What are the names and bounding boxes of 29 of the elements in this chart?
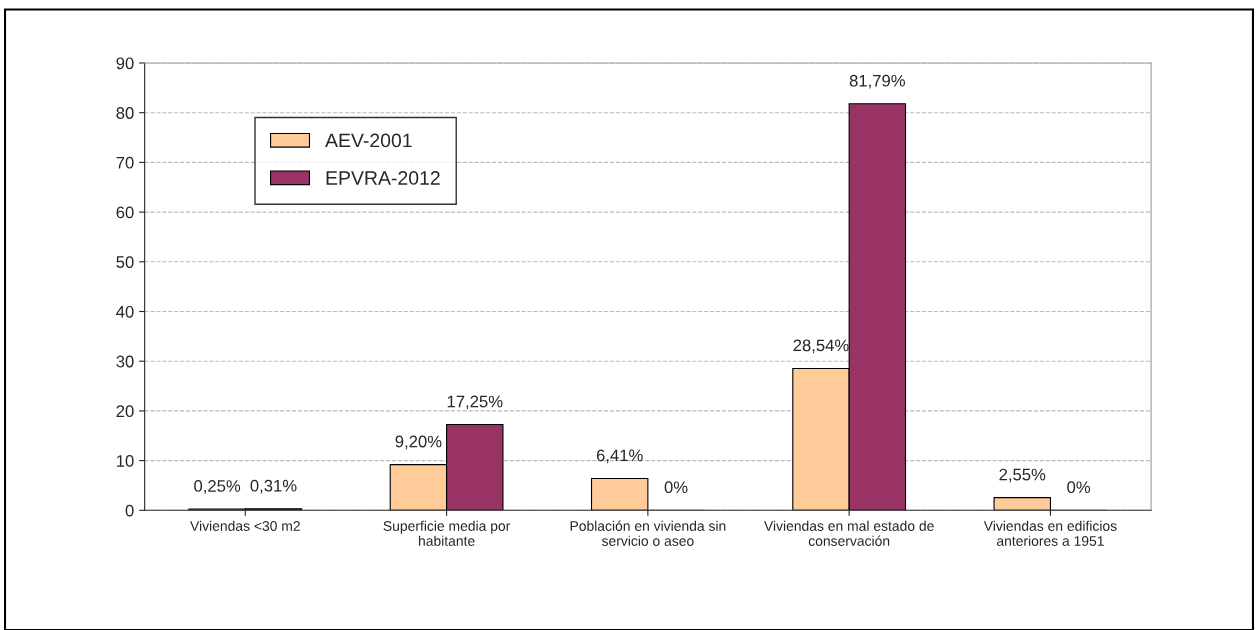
x-tick-label: Viviendas <30 m2: [190, 520, 300, 531]
data-label: 0%: [1067, 481, 1091, 494]
data-label: 6,41%: [596, 449, 643, 464]
data-label: 0,25%: [194, 480, 241, 494]
data-label: 17,25%: [447, 395, 503, 410]
data-label: 0,31%: [250, 479, 297, 494]
data-label: 9,20%: [395, 435, 442, 450]
legend-label: EPVRA-2012: [326, 171, 440, 185]
y-tick-label: 50: [116, 256, 134, 268]
data-label: 2,55%: [999, 468, 1046, 483]
data-label: 0%: [664, 481, 688, 494]
x-tick-label: Viviendas en edificios anteriores a 1951: [983, 520, 1117, 546]
legend-label: AEV-2001: [325, 133, 412, 148]
y-tick-label: 40: [116, 305, 134, 318]
y-tick-label: 90: [116, 57, 134, 70]
y-tick-label: 20: [116, 405, 134, 418]
bar: [993, 497, 1051, 511]
x-tick-label: Viviendas en mal estado de conservación: [764, 520, 934, 546]
y-tick-label: 70: [116, 156, 134, 169]
x-tick-label: Superficie media por habitante: [383, 520, 511, 546]
x-tick-label: Población en vivienda sin servicio o aseo: [570, 520, 726, 546]
y-tick-label: 0: [125, 504, 134, 517]
data-label: 81,79%: [849, 74, 905, 89]
data-label: 28,54%: [793, 339, 849, 354]
bar: [590, 477, 649, 511]
y-tick-label: 30: [116, 355, 134, 368]
y-tick-label: 10: [116, 455, 134, 467]
y-tick-label: 60: [116, 206, 134, 219]
y-tick-label: 80: [116, 107, 134, 119]
